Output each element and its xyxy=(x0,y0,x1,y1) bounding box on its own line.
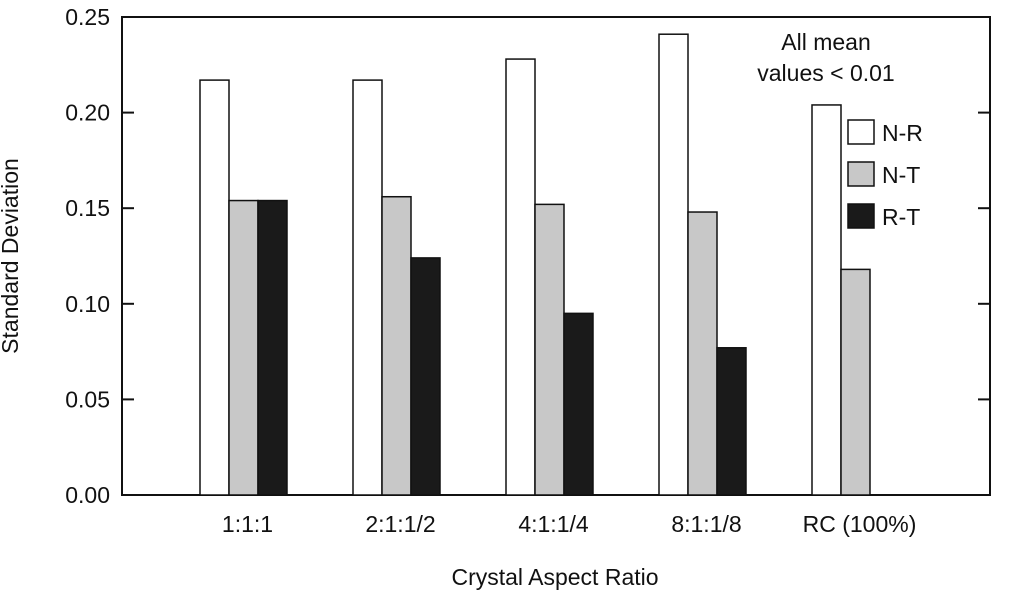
x-axis-label: Crystal Aspect Ratio xyxy=(451,564,658,590)
bar-n-r-5 xyxy=(811,104,842,496)
bar-n-r-1 xyxy=(199,79,230,496)
y-tick-label: 0.20 xyxy=(65,100,110,126)
y-tick-label: 0.15 xyxy=(65,195,110,221)
legend: N-R N-T R-T xyxy=(847,119,923,230)
x-tick-label: 4:1:1/4 xyxy=(518,511,589,537)
bar-r-t-1 xyxy=(257,199,288,496)
bar-n-t-2 xyxy=(381,195,412,496)
x-tick-label: 1:1:1 xyxy=(222,511,273,537)
y-tick-label: 0.10 xyxy=(65,291,110,317)
legend-label-n-r: N-R xyxy=(882,120,923,146)
bars xyxy=(199,33,871,496)
y-axis-label: Standard Deviation xyxy=(0,158,23,354)
bar-n-t-1 xyxy=(228,199,259,496)
annotation-line-2: values < 0.01 xyxy=(757,60,894,86)
legend-label-n-t: N-T xyxy=(882,162,920,188)
bar-r-t-3 xyxy=(563,312,594,496)
x-tick-label: RC (100%) xyxy=(803,511,917,537)
bar-n-t-3 xyxy=(534,203,565,496)
x-axis-ticks: 1:1:1 2:1:1/2 4:1:1/4 8:1:1/8 RC (100%) xyxy=(222,511,916,537)
bar-r-t-2 xyxy=(410,257,441,496)
y-tick-label: 0.00 xyxy=(65,482,110,508)
legend-swatch-n-r xyxy=(847,119,875,145)
legend-swatch-r-t xyxy=(847,203,875,229)
annotation-line-1: All mean xyxy=(781,29,870,55)
bar-n-r-3 xyxy=(505,58,536,496)
legend-label-r-t: R-T xyxy=(882,204,920,230)
x-tick-label: 8:1:1/8 xyxy=(671,511,741,537)
y-tick-label: 0.25 xyxy=(65,4,110,30)
bar-n-r-2 xyxy=(352,79,383,496)
bar-n-r-4 xyxy=(658,33,689,496)
legend-swatch-n-t xyxy=(847,161,875,187)
y-axis-ticks: 0.00 0.05 0.10 0.15 0.20 0.25 xyxy=(65,4,990,508)
bar-r-t-4 xyxy=(716,347,747,496)
bar-n-t-5 xyxy=(840,268,871,496)
y-tick-label: 0.05 xyxy=(65,386,110,412)
x-tick-label: 2:1:1/2 xyxy=(365,511,435,537)
bar-n-t-4 xyxy=(687,211,718,496)
